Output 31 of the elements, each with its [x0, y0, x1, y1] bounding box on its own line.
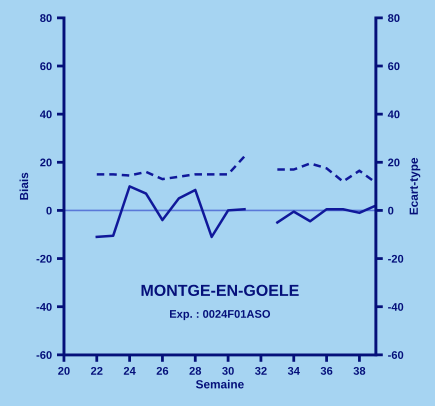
y-axis-title: Biais	[20, 172, 28, 200]
x-tick-label: 34	[288, 366, 300, 375]
y-tick-label: 40	[40, 110, 52, 118]
x-tick-label: 28	[189, 366, 202, 375]
y2-tick-label: 20	[388, 158, 400, 166]
x-tick-label: 32	[255, 366, 267, 375]
x-tick-label: 38	[354, 366, 366, 375]
x-tick-label: 24	[124, 366, 136, 375]
y2-axis-title: Ecart-type	[410, 158, 420, 214]
y-tick-label: -20	[36, 254, 52, 263]
text: Exp. : 0024F01ASO	[170, 310, 270, 320]
y-tick-label: 60	[40, 62, 52, 70]
y-tick-label: 80	[40, 14, 52, 22]
x-tick-label: 20	[58, 366, 70, 375]
y2-tick-label: -60	[388, 351, 404, 359]
x-tick-label: 26	[156, 366, 168, 375]
y-tick-label: 0	[46, 206, 52, 215]
x-tick-label: 36	[320, 366, 332, 375]
x-tick-label: 22	[90, 366, 103, 375]
y2-tick-label: 60	[388, 62, 400, 70]
y2-tick-label: 40	[388, 110, 400, 118]
y2-tick-label: 0	[388, 206, 394, 215]
y-tick-label: -40	[36, 302, 52, 311]
x-axis-title: Semaine	[196, 380, 244, 388]
y-tick-label: -60	[36, 351, 52, 359]
y-tick-label: 20	[40, 158, 52, 166]
text: MONTGE-EN-GOELE	[142, 284, 299, 296]
y2-tick-label: 80	[388, 14, 400, 22]
y2-tick-label: -20	[388, 254, 404, 263]
y2-tick-label: -40	[388, 302, 404, 311]
x-tick-label: 30	[222, 366, 234, 375]
